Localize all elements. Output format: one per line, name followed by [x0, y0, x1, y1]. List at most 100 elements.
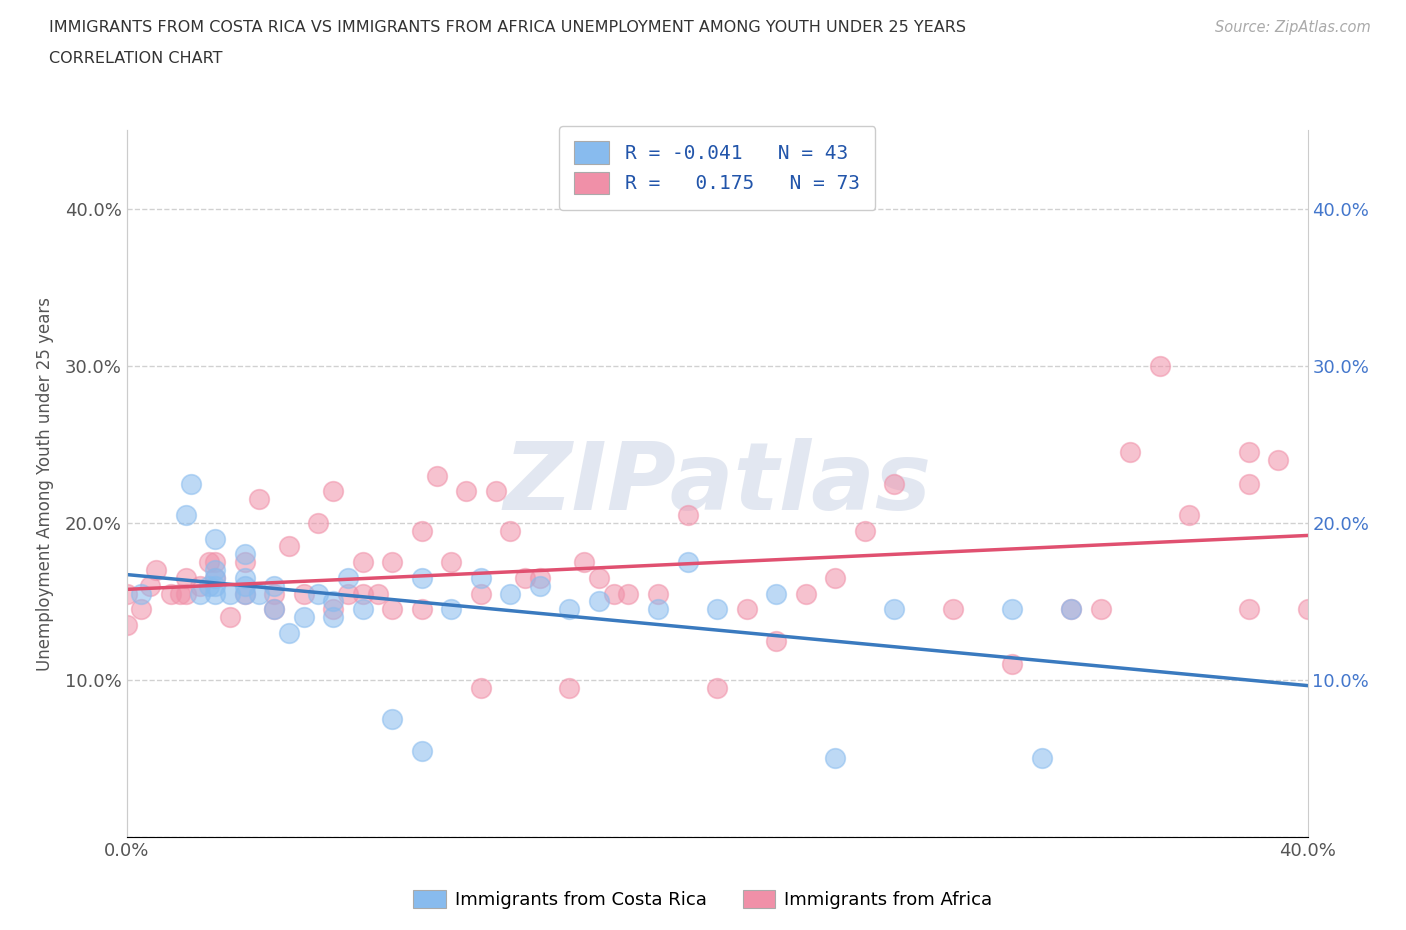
Point [706, 681, 728, 696]
Point [647, 586, 669, 601]
Point [322, 594, 344, 609]
Point [558, 681, 581, 696]
Point [529, 570, 551, 585]
Point [1031, 751, 1053, 766]
Point [129, 586, 153, 601]
Point [174, 508, 197, 523]
Point [883, 602, 905, 617]
Point [440, 602, 463, 617]
Point [115, 586, 138, 601]
Point [278, 539, 301, 554]
Y-axis label: Unemployment Among Youth under 25 years: Unemployment Among Youth under 25 years [35, 297, 53, 671]
Point [499, 524, 522, 538]
Point [129, 602, 153, 617]
Point [735, 602, 758, 617]
Point [515, 570, 537, 585]
Point [1296, 602, 1319, 617]
Point [1237, 602, 1260, 617]
Point [204, 586, 226, 601]
Point [1267, 453, 1289, 468]
Point [484, 484, 508, 498]
Point [337, 586, 360, 601]
Point [204, 563, 226, 578]
Point [676, 508, 699, 523]
Point [411, 524, 433, 538]
Text: Source: ZipAtlas.com: Source: ZipAtlas.com [1215, 20, 1371, 35]
Point [219, 586, 242, 601]
Text: IMMIGRANTS FROM COSTA RICA VS IMMIGRANTS FROM AFRICA UNEMPLOYMENT AMONG YOUTH UN: IMMIGRANTS FROM COSTA RICA VS IMMIGRANTS… [49, 20, 966, 35]
Legend: Immigrants from Costa Rica, Immigrants from Africa: Immigrants from Costa Rica, Immigrants f… [406, 883, 1000, 916]
Point [411, 570, 433, 585]
Point [145, 563, 167, 578]
Point [233, 547, 256, 562]
Point [233, 554, 256, 569]
Point [381, 711, 404, 726]
Point [824, 570, 846, 585]
Point [470, 586, 492, 601]
Point [470, 681, 492, 696]
Point [617, 586, 640, 601]
Point [292, 586, 315, 601]
Point [204, 531, 226, 546]
Text: ZIPatlas: ZIPatlas [503, 438, 931, 529]
Point [676, 554, 699, 569]
Point [169, 586, 191, 601]
Point [1119, 445, 1142, 459]
Point [425, 469, 447, 484]
Point [824, 751, 846, 766]
Point [263, 578, 285, 593]
Point [1178, 508, 1201, 523]
Point [647, 602, 669, 617]
Point [249, 586, 271, 601]
Point [1237, 476, 1260, 491]
Point [352, 602, 374, 617]
Point [352, 586, 374, 601]
Point [292, 610, 315, 625]
Point [233, 570, 256, 585]
Point [411, 743, 433, 758]
Point [588, 570, 610, 585]
Point [322, 484, 344, 498]
Point [204, 578, 226, 593]
Point [381, 602, 404, 617]
Point [322, 602, 344, 617]
Point [558, 602, 581, 617]
Point [115, 618, 138, 632]
Point [765, 586, 787, 601]
Point [263, 602, 285, 617]
Point [233, 586, 256, 601]
Point [381, 554, 404, 569]
Point [942, 602, 965, 617]
Point [765, 633, 787, 648]
Point [188, 578, 212, 593]
Point [308, 515, 330, 530]
Point [574, 554, 596, 569]
Point [1001, 657, 1024, 671]
Point [794, 586, 817, 601]
Point [1001, 602, 1024, 617]
Point [706, 602, 728, 617]
Point [233, 578, 256, 593]
Point [219, 610, 242, 625]
Point [233, 586, 256, 601]
Point [499, 586, 522, 601]
Point [853, 524, 876, 538]
Point [456, 484, 478, 498]
Point [603, 586, 626, 601]
Point [198, 578, 221, 593]
Point [174, 570, 197, 585]
Point [198, 554, 221, 569]
Point [180, 476, 202, 491]
Point [883, 476, 905, 491]
Point [308, 586, 330, 601]
Point [1060, 602, 1083, 617]
Point [204, 570, 226, 585]
Point [440, 554, 463, 569]
Point [1237, 445, 1260, 459]
Point [529, 578, 551, 593]
Point [1060, 602, 1083, 617]
Legend: R = -0.041   N = 43, R =   0.175   N = 73: R = -0.041 N = 43, R = 0.175 N = 73 [558, 126, 876, 209]
Point [588, 594, 610, 609]
Point [322, 610, 344, 625]
Point [249, 492, 271, 507]
